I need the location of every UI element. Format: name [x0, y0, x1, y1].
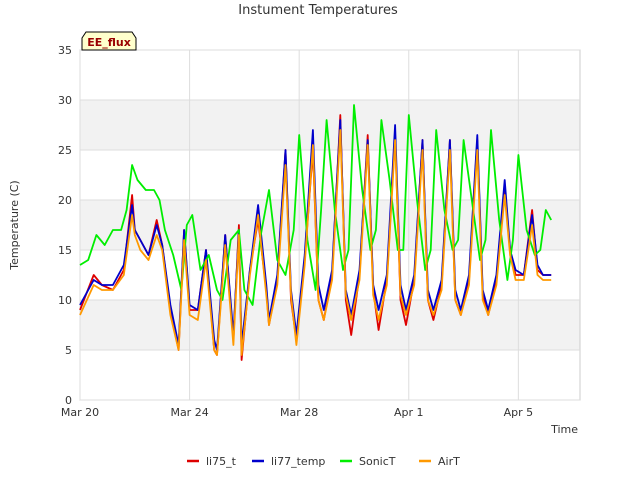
- x-tick-label: Mar 28: [280, 406, 318, 419]
- y-tick-label: 10: [58, 294, 72, 307]
- legend-label: li77_temp: [271, 455, 325, 468]
- x-axis-ticks: Mar 20 Mar 24 Mar 28 Apr 1 Apr 5: [61, 406, 533, 419]
- x-tick-label: Mar 24: [170, 406, 208, 419]
- background-band: [80, 300, 580, 350]
- x-axis-label: Time: [550, 423, 578, 436]
- y-axis-label: Temperature (C): [8, 180, 21, 270]
- badge: EE_flux: [81, 31, 137, 51]
- legend-label: AirT: [438, 455, 460, 468]
- legend-label: SonicT: [359, 455, 396, 468]
- y-axis-ticks: 0 5 10 15 20 25 30 35: [58, 44, 72, 407]
- plot-background-bands: [80, 100, 580, 350]
- y-tick-label: 15: [58, 244, 72, 257]
- series-lines: [79, 104, 552, 361]
- legend-item: AirT: [419, 455, 460, 468]
- y-tick-label: 35: [58, 44, 72, 57]
- x-tick-label: Mar 20: [61, 406, 99, 419]
- y-tick-label: 25: [58, 144, 72, 157]
- chart-title: Instument Temperatures: [238, 3, 398, 18]
- legend-item: li75_t: [187, 455, 237, 468]
- y-tick-label: 30: [58, 94, 72, 107]
- y-tick-label: 5: [65, 344, 72, 357]
- y-tick-label: 20: [58, 194, 72, 207]
- x-tick-label: Apr 1: [394, 406, 424, 419]
- legend-item: li77_temp: [252, 455, 325, 468]
- y-tick-label: 0: [65, 394, 72, 407]
- badge-label: EE_flux: [87, 36, 131, 49]
- series-line-sonict: [79, 104, 552, 306]
- legend: li75_t li77_temp SonicT AirT: [187, 455, 460, 468]
- background-band: [80, 100, 580, 150]
- series-line-airt: [79, 129, 552, 356]
- legend-item: SonicT: [340, 455, 396, 468]
- legend-label: li75_t: [206, 455, 237, 468]
- x-tick-label: Apr 5: [504, 406, 534, 419]
